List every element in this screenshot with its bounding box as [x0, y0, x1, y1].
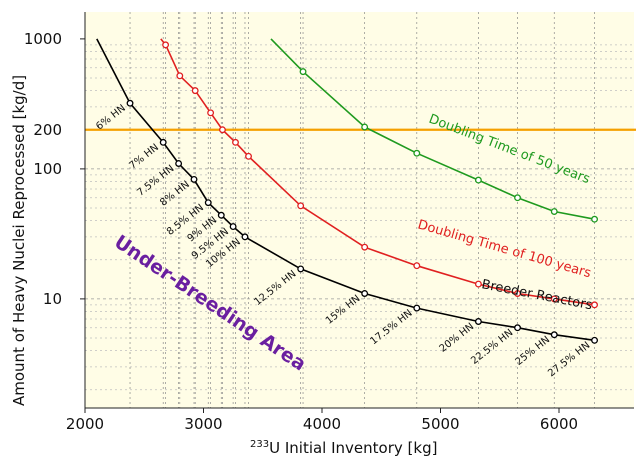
series-point-2 [591, 215, 598, 223]
series-point-2 [361, 123, 369, 131]
series-point-2 [550, 208, 558, 215]
series-point-0 [514, 324, 521, 332]
series-point-0 [474, 318, 482, 325]
series-point-1 [176, 72, 184, 80]
axis-ticks: 2000 3000 4000 5000 6000 10 100 1000 [24, 12, 634, 433]
series-point-0 [159, 138, 167, 146]
series-point-0 [297, 265, 305, 273]
series-line-2 [270, 38, 595, 220]
series-point-1 [219, 126, 226, 134]
series-point-1 [514, 290, 521, 297]
series-point-0 [361, 290, 369, 297]
series-point-0 [126, 99, 134, 107]
x-axis-label-main: U Initial Inventory [kg] [269, 439, 437, 457]
series-point-0 [241, 233, 249, 241]
series-point-0 [175, 160, 183, 167]
x-tick-label: 2000 [66, 415, 104, 433]
series-group [96, 38, 598, 344]
series-point-1 [162, 41, 170, 49]
series-point-1 [413, 262, 421, 270]
series-point-0 [229, 223, 237, 231]
series-point-2 [514, 194, 521, 202]
x-tick-label: 3000 [184, 415, 222, 433]
series-point-0 [204, 199, 212, 207]
reference-line-group: 200 [33, 121, 636, 139]
series-point-0 [413, 304, 421, 312]
y-tick-label: 10 [43, 290, 62, 308]
series-point-0 [190, 175, 198, 183]
series-point-1 [591, 301, 598, 309]
series-point-1 [191, 87, 199, 95]
series-point-0 [217, 211, 225, 219]
series-point-0 [550, 331, 558, 339]
series-point-2 [474, 176, 482, 184]
series-point-2 [413, 149, 421, 157]
x-tick-label: 6000 [540, 415, 578, 433]
series-line-0 [96, 38, 595, 342]
y-tick-label: 1000 [24, 30, 62, 48]
x-tick-label: 4000 [303, 415, 341, 433]
series-point-1 [297, 202, 305, 210]
series-point-1 [361, 243, 369, 251]
series-point-1 [207, 109, 215, 117]
series-point-1 [550, 295, 558, 303]
series-point-1 [474, 280, 482, 288]
y-tick-label: 100 [33, 160, 62, 178]
series-point-2 [299, 68, 307, 76]
x-axis-label-superscript: 233 [250, 439, 269, 450]
series-point-1 [245, 152, 252, 160]
reference-line-label: 200 [33, 121, 62, 139]
x-tick-label: 5000 [421, 415, 459, 433]
y-axis-label: Amount of Heavy Nuclei Reprocessed [kg/d… [10, 75, 28, 406]
series-point-0 [591, 336, 598, 344]
series-point-1 [232, 138, 239, 146]
x-axis-label: 233U Initial Inventory [kg] [250, 439, 437, 457]
